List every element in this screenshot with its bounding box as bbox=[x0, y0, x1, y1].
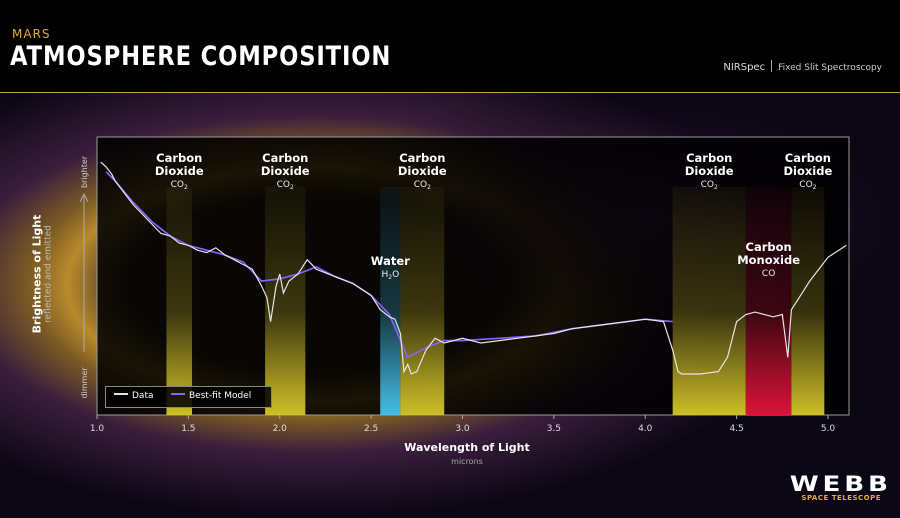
y-low-label: dimmer bbox=[80, 367, 89, 399]
divider bbox=[771, 60, 773, 72]
x-axis-sublabel: microns bbox=[451, 457, 483, 466]
band-label-formula: CO2 bbox=[414, 180, 431, 191]
instrument-info: NIRSpec Fixed Slit Spectroscopy bbox=[723, 60, 882, 73]
legend-swatch-model bbox=[171, 393, 185, 395]
kicker-label: MARS bbox=[12, 27, 51, 41]
band-label-name: Dioxide bbox=[261, 164, 310, 178]
y-axis-title: Brightness of Light reflected and emitte… bbox=[31, 215, 54, 334]
x-tick-label: 2.0 bbox=[273, 424, 288, 434]
x-tick-label: 3.5 bbox=[547, 424, 561, 434]
x-tick-label: 1.0 bbox=[90, 424, 105, 434]
band-label-name: Dioxide bbox=[685, 164, 734, 178]
band-co2-4 bbox=[672, 187, 746, 415]
legend-item-data: Data bbox=[114, 391, 154, 401]
band-label-name: Dioxide bbox=[784, 164, 833, 178]
legend-label-data: Data bbox=[132, 391, 154, 401]
band-label-name: Carbon bbox=[262, 151, 308, 165]
logo-subtitle: SPACE TELESCOPE bbox=[801, 494, 882, 502]
band-label-name: Carbon bbox=[399, 151, 445, 165]
x-tick-label: 1.5 bbox=[181, 424, 195, 434]
band-label-name: Monoxide bbox=[737, 253, 800, 267]
band-label-formula: CO2 bbox=[799, 180, 816, 191]
page-title: ATMOSPHERE COMPOSITION bbox=[10, 41, 392, 72]
header-divider bbox=[0, 92, 900, 93]
instrument-name: NIRSpec bbox=[723, 62, 766, 73]
x-tick-label: 3.0 bbox=[455, 424, 470, 434]
legend-swatch-data bbox=[114, 393, 128, 395]
webb-logo: WEBB SPACE TELESCOPE bbox=[790, 472, 888, 502]
band-label-name: Carbon bbox=[746, 240, 792, 254]
band-label-formula: CO2 bbox=[171, 180, 188, 191]
band-co2-0 bbox=[166, 187, 193, 415]
series-line-data bbox=[100, 161, 847, 375]
band-label-name: Water bbox=[371, 254, 410, 268]
band-label-formula: CO2 bbox=[277, 180, 294, 191]
logo-wordmark: WEBB bbox=[790, 472, 893, 496]
band-label-name: Carbon bbox=[156, 151, 202, 165]
x-tick-label: 5.0 bbox=[821, 424, 836, 434]
band-label-name: Dioxide bbox=[155, 164, 204, 178]
band-label-name: Carbon bbox=[785, 151, 831, 165]
legend-label-model: Best-fit Model bbox=[189, 391, 252, 401]
y-high-label: brighter bbox=[80, 155, 89, 188]
y-arrow-head bbox=[79, 192, 89, 203]
x-tick-label: 2.5 bbox=[364, 424, 378, 434]
legend-item-model: Best-fit Model bbox=[171, 391, 251, 401]
x-tick-label: 4.5 bbox=[729, 424, 743, 434]
band-label-name: Dioxide bbox=[398, 164, 447, 178]
band-co2-3 bbox=[400, 187, 445, 415]
y-axis-label: Brightness of Light bbox=[30, 214, 44, 334]
x-tick-label: 4.0 bbox=[638, 424, 653, 434]
instrument-mode: Fixed Slit Spectroscopy bbox=[778, 63, 882, 73]
y-axis-sublabel: reflected and emitted bbox=[43, 225, 54, 323]
band-label-formula: H2O bbox=[381, 270, 399, 281]
band-water-2 bbox=[380, 187, 401, 415]
header: MARS ATMOSPHERE COMPOSITION NIRSpec Fixed… bbox=[0, 0, 900, 92]
x-axis-label: Wavelength of Light bbox=[404, 441, 530, 454]
band-co2-1 bbox=[265, 187, 306, 415]
chart-legend: Data Best-fit Model bbox=[105, 386, 272, 408]
band-label-formula: CO2 bbox=[701, 180, 718, 191]
band-co-5 bbox=[745, 187, 792, 415]
band-label-name: Carbon bbox=[686, 151, 732, 165]
band-label-formula: CO bbox=[762, 269, 775, 279]
